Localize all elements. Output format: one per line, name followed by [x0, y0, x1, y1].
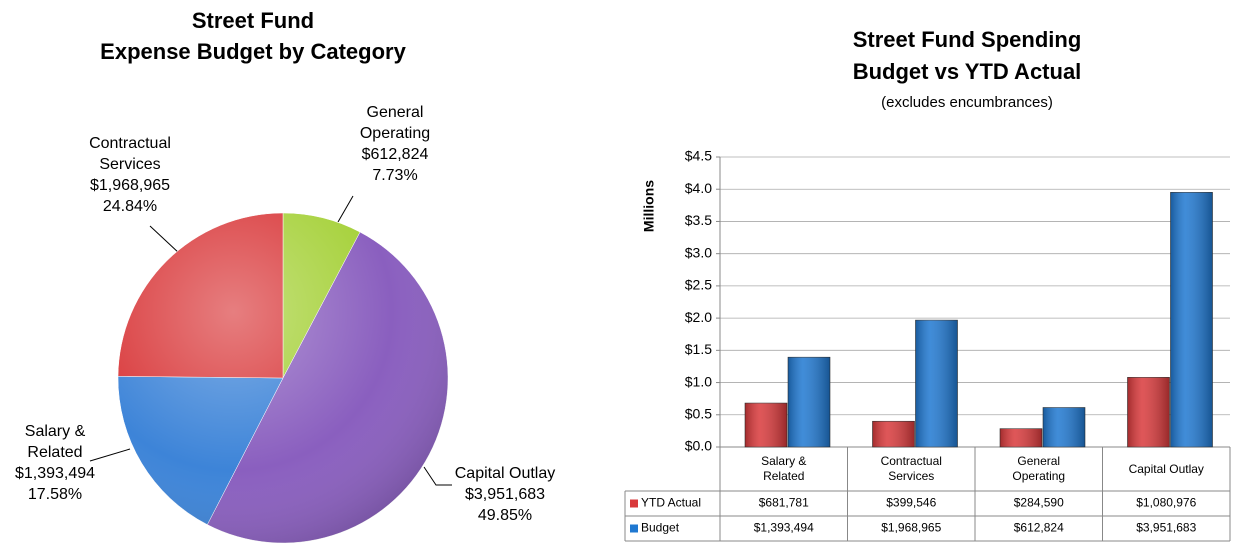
pie-label: Contractual Services $1,968,965 24.84% — [60, 133, 200, 217]
y-tick-label: $0.5 — [685, 405, 712, 421]
y-tick-label: $2.0 — [685, 309, 712, 325]
pie-slice — [117, 212, 284, 379]
y-tick-label: $4.5 — [685, 148, 712, 164]
y-tick-label: $4.0 — [685, 180, 712, 196]
bar-shade — [1043, 407, 1085, 447]
y-axis-label: Millions — [641, 180, 657, 232]
table-value: $1,393,494 — [754, 521, 814, 535]
leader-line — [149, 225, 181, 255]
category-label: General Operating — [359, 104, 431, 142]
value-label: $3,951,683 — [464, 486, 546, 503]
x-tick-label: Capital Outlay — [1128, 461, 1204, 476]
pie-subtitle: Expense Budget by Category — [100, 39, 406, 64]
value-label: $612,824 — [361, 146, 429, 163]
category-label: Contractual Services — [89, 135, 171, 173]
percent-label: 49.85% — [477, 507, 533, 524]
legend-key — [630, 499, 638, 508]
y-tick-label: $0.0 — [685, 438, 712, 454]
pie-label: Capital Outlay $3,951,683 49.85% — [440, 463, 570, 526]
table-value: $612,824 — [1014, 521, 1064, 535]
bar-shade — [1000, 428, 1042, 447]
percent-label: 24.84% — [102, 198, 158, 215]
x-tick-label: Contractual Services — [880, 454, 942, 483]
bar-subtitle: Budget vs YTD Actual — [853, 59, 1082, 84]
y-tick-label: $1.0 — [685, 373, 712, 389]
y-tick-label: $3.0 — [685, 244, 712, 260]
table-value: $1,968,965 — [881, 521, 941, 535]
legend-label: Budget — [641, 521, 680, 535]
value-label: $1,968,965 — [89, 177, 171, 194]
bar-shade — [788, 357, 830, 447]
bar-shade — [1170, 192, 1213, 447]
table-value: $399,546 — [886, 496, 936, 510]
bar-shade — [1127, 377, 1170, 447]
y-tick-label: $3.5 — [685, 212, 712, 228]
category-label: Capital Outlay — [454, 465, 556, 482]
table-value: $1,080,976 — [1136, 496, 1196, 510]
pie-label: Salary & Related $1,393,494 17.58% — [10, 421, 100, 505]
x-tick-label: General Operating — [1012, 454, 1066, 483]
y-tick-label: $1.5 — [685, 341, 712, 357]
legend-key — [630, 524, 638, 533]
x-tick-label: Salary & Related — [761, 454, 807, 483]
table-value: $3,951,683 — [1136, 521, 1196, 535]
category-label: Salary & Related — [24, 423, 86, 461]
leader-line — [337, 195, 354, 223]
bar-annotation: (excludes encumbrances) — [881, 94, 1053, 111]
table-value: $284,590 — [1014, 496, 1064, 510]
bar-shade — [872, 421, 915, 447]
legend-label: YTD Actual — [641, 496, 701, 510]
pie-title: Street Fund — [192, 8, 314, 33]
percent-label: 17.58% — [27, 486, 83, 503]
value-label: $1,393,494 — [14, 465, 96, 482]
y-tick-label: $2.5 — [685, 277, 712, 293]
bar-shade — [745, 403, 787, 447]
pie-label: General Operating $612,824 7.73% — [345, 102, 445, 186]
table-value: $681,781 — [759, 496, 809, 510]
percent-label: 7.73% — [372, 167, 418, 184]
bar-shade — [915, 320, 958, 447]
bar-title: Street Fund Spending — [853, 27, 1082, 52]
